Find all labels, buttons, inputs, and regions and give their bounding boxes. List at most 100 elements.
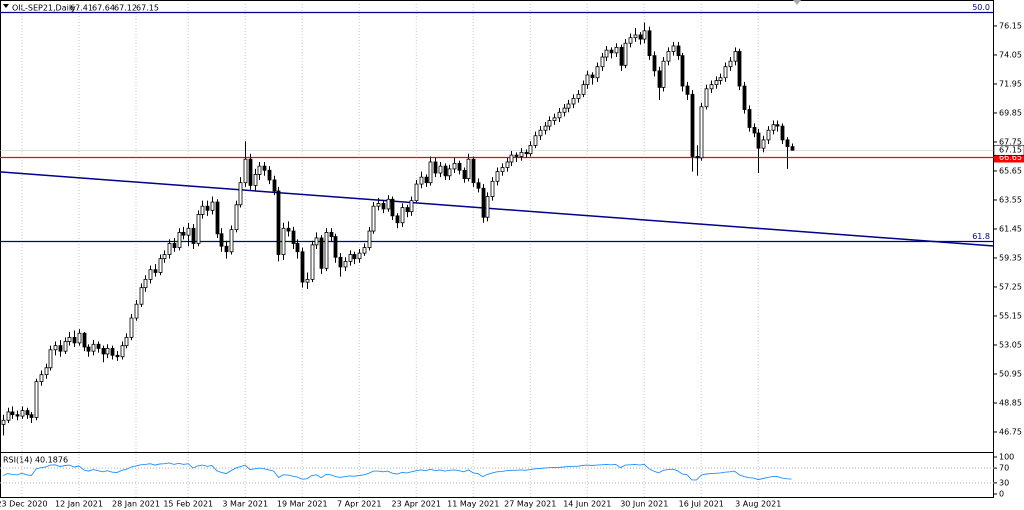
- x-tick-label: 23 Apr 2021: [392, 500, 441, 509]
- candle-body: [676, 45, 681, 57]
- candle-body: [338, 256, 343, 268]
- candle-body: [509, 154, 514, 163]
- candle-body: [10, 411, 15, 416]
- trend-line: [0, 171, 995, 247]
- price-box: [993, 144, 1024, 156]
- candle-body: [110, 348, 115, 356]
- candle-body: [162, 254, 167, 260]
- candle-body: [238, 182, 243, 206]
- candle-body: [371, 205, 376, 232]
- grid: [0, 4, 994, 497]
- candle-body: [143, 278, 148, 289]
- candle-body: [281, 227, 286, 255]
- candle-body: [333, 236, 338, 258]
- candle-body: [514, 154, 519, 157]
- header-open: 67.41: [70, 4, 93, 13]
- y-tick-label: 55.15: [999, 311, 1022, 320]
- candle-body: [15, 414, 20, 417]
- candle-body: [718, 77, 723, 81]
- candle-body: [191, 227, 196, 244]
- candle-body: [381, 203, 386, 210]
- candle-body: [29, 414, 34, 418]
- candle-body: [424, 176, 429, 184]
- candle-body: [690, 93, 695, 157]
- candle-body: [500, 167, 505, 173]
- candle-body: [447, 168, 452, 177]
- x-tick-label: 27 May 2021: [504, 500, 556, 509]
- candle-body: [167, 243, 172, 255]
- candle-body: [533, 135, 538, 146]
- x-tick-label: 14 Jun 2021: [563, 500, 611, 509]
- level-price: 66.65: [999, 153, 1022, 162]
- candle-body: [243, 158, 248, 184]
- candle-body: [96, 343, 101, 349]
- y-tick-label: 71.95: [999, 79, 1022, 88]
- candle-body: [253, 174, 258, 186]
- candle-body: [657, 70, 662, 88]
- candle-body: [72, 336, 77, 344]
- candle-body: [58, 345, 63, 352]
- x-tick-label: 16 Jul 2021: [679, 500, 724, 509]
- rsi-tick-label: 70: [999, 464, 1009, 473]
- candle-body: [67, 336, 72, 342]
- candle-body: [272, 179, 277, 192]
- header-prices: 67.41 67.64 67.12 67.15: [70, 4, 159, 13]
- y-tick-label: 74.05: [999, 50, 1022, 59]
- candle-body: [619, 46, 624, 66]
- candle-body: [1, 419, 6, 425]
- candle-body: [77, 332, 82, 344]
- candle-body: [324, 232, 329, 269]
- candle-body: [714, 80, 719, 86]
- y-tick-label: 50.95: [999, 369, 1022, 378]
- y-tick-label: 48.85: [999, 398, 1022, 407]
- candle-body: [571, 98, 576, 105]
- candle-body: [600, 56, 605, 68]
- x-tick-label: 19 Mar 2021: [277, 500, 328, 509]
- y-tick-label: 76.15: [999, 21, 1022, 30]
- candle-body: [419, 176, 424, 185]
- candle-body: [481, 187, 486, 218]
- candle-body: [775, 124, 780, 127]
- candle-body: [129, 317, 134, 338]
- candle-body: [728, 60, 733, 68]
- candle-body: [505, 161, 510, 168]
- candle-body: [566, 103, 571, 109]
- y-tick-label: 63.55: [999, 195, 1022, 204]
- candle-body: [44, 367, 49, 376]
- candle-body: [771, 124, 776, 131]
- x-tick-label: 15 Feb 2021: [163, 500, 213, 509]
- candle-body: [352, 254, 357, 260]
- candle-body: [172, 243, 177, 249]
- candle-body: [766, 129, 771, 141]
- candle-body: [790, 146, 795, 151]
- candle-body: [314, 237, 319, 246]
- candle-body: [86, 346, 91, 352]
- candle-body: [400, 207, 405, 224]
- candle-body: [124, 336, 129, 347]
- y-tick-label: 57.25: [999, 282, 1022, 291]
- candle-body: [562, 107, 567, 113]
- candle-body: [414, 183, 419, 202]
- candle-body: [329, 232, 334, 237]
- candle-body: [186, 227, 191, 236]
- candle-body: [471, 158, 476, 184]
- candle-body: [543, 125, 548, 131]
- candle-body: [633, 34, 638, 39]
- candle-body: [234, 204, 239, 231]
- candle-body: [205, 205, 210, 211]
- header-close: 67.15: [136, 4, 159, 13]
- candle-body: [82, 332, 87, 348]
- candle-body: [590, 74, 595, 79]
- x-tick-label: 11 May 2021: [447, 500, 499, 509]
- candle-body: [585, 74, 590, 86]
- candle-body: [733, 51, 738, 62]
- candle-body: [343, 261, 348, 268]
- candle-body: [666, 51, 671, 62]
- candle-body: [780, 125, 785, 141]
- candle-body: [519, 151, 524, 157]
- symbol: OIL-SEP21,Daily: [12, 4, 76, 13]
- candle-body: [310, 244, 315, 280]
- candle-body: [53, 345, 58, 351]
- candle-body: [785, 139, 790, 148]
